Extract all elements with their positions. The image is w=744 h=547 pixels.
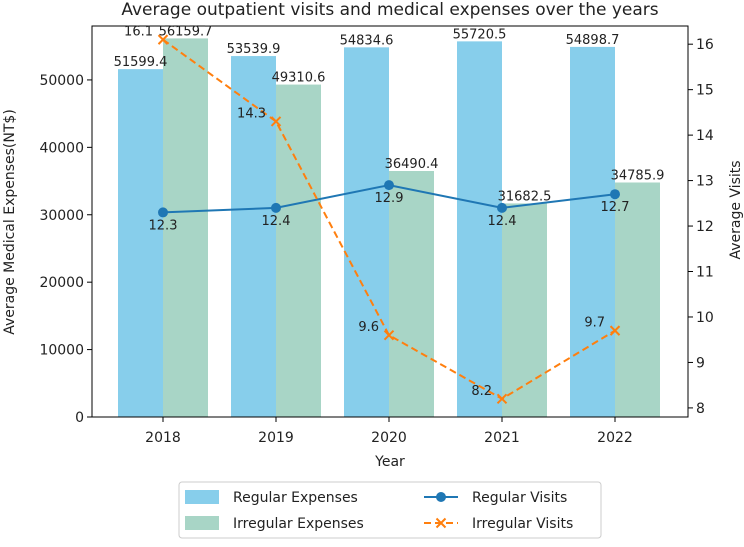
line-label-irregular-2018: 16.1 <box>124 25 153 40</box>
bar-regular-expenses-2021 <box>457 41 502 417</box>
line-label-regular-2018: 12.3 <box>149 218 178 233</box>
line-label-regular-2021: 12.4 <box>488 214 517 229</box>
bar-label-regular-2022: 54898.7 <box>566 33 620 48</box>
legend-regular-visits-marker <box>436 492 446 502</box>
bar-regular-expenses-2019 <box>231 56 276 417</box>
y-left-tick-label-50000: 50000 <box>39 73 84 89</box>
y-left-tick-label-20000: 20000 <box>39 275 84 291</box>
y-right-tick-label-11: 11 <box>696 265 714 281</box>
y-right-tick-label-13: 13 <box>696 174 714 190</box>
x-axis-label: Year <box>374 454 405 470</box>
point-irregular-visits-2018 <box>157 34 169 45</box>
bar-irregular-expenses-2022 <box>615 182 660 417</box>
plot-frame <box>91 25 689 418</box>
y-right-tick-label-8: 8 <box>696 401 705 417</box>
x-tick-label-2020: 2020 <box>371 430 407 446</box>
legend-irregular-expenses-label: Irregular Expenses <box>233 516 364 532</box>
legend-regular-visits-label: Regular Visits <box>472 490 567 506</box>
bar-label-regular-2021: 55720.5 <box>453 27 507 42</box>
bar-irregular-expenses-2019 <box>276 84 321 417</box>
line-label-irregular-2019: 14.3 <box>237 106 266 121</box>
legend: Regular Expenses Irregular Expenses Regula… <box>178 481 602 539</box>
y-left-tick-label-40000: 40000 <box>39 140 84 156</box>
bar-irregular-expenses-2020 <box>389 171 434 417</box>
point-irregular-visits-2022 <box>609 325 621 336</box>
y-right-tick-label-14: 14 <box>696 128 714 144</box>
bar-label-irregular-2021: 31682.5 <box>498 189 552 204</box>
data-labels-layer: 51599.4 53539.9 54834.6 55720.5 54898.7 56159… <box>114 24 665 398</box>
x-tick-label-2021: 2021 <box>484 430 520 446</box>
line-label-irregular-2020: 9.6 <box>358 320 379 335</box>
bar-irregular-expenses-2021 <box>502 203 547 417</box>
line-label-irregular-2021: 8.2 <box>471 384 492 399</box>
lines-layer <box>157 34 621 405</box>
y-right-tick-label-15: 15 <box>696 83 714 99</box>
bars-layer <box>118 38 660 418</box>
point-irregular-visits-2019 <box>270 116 282 127</box>
bar-label-irregular-2018: 56159.7 <box>159 24 213 39</box>
point-regular-visits-2020 <box>384 180 394 191</box>
bar-label-irregular-2019: 49310.6 <box>272 71 326 86</box>
bar-label-irregular-2022: 34785.9 <box>611 168 665 183</box>
legend-regular-expenses-label: Regular Expenses <box>233 490 358 506</box>
bar-label-regular-2020: 54834.6 <box>340 33 394 48</box>
legend-irregular-visits-marker <box>435 517 447 529</box>
bar-label-regular-2018: 51599.4 <box>114 55 168 70</box>
x-tick-label-2022: 2022 <box>597 430 633 446</box>
axes-layer: 2018 2019 2020 2021 2022 0 10000 20000 30000 4000… <box>39 37 713 446</box>
line-label-regular-2020: 12.9 <box>375 191 404 206</box>
point-regular-visits-2018 <box>158 207 168 218</box>
y-axis-right-label: Average Visits <box>728 160 744 259</box>
legend-irregular-visits-label: Irregular Visits <box>472 516 573 532</box>
line-label-regular-2019: 12.4 <box>262 214 291 229</box>
point-irregular-visits-2020 <box>383 329 395 341</box>
line-label-irregular-2022: 9.7 <box>584 316 605 331</box>
y-right-tick-label-9: 9 <box>696 355 705 371</box>
bar-regular-expenses-2020 <box>344 47 389 417</box>
y-right-tick-label-16: 16 <box>696 37 714 53</box>
point-irregular-visits-2021 <box>496 393 508 405</box>
bar-label-regular-2019: 53539.9 <box>227 42 281 57</box>
y-right-tick-label-12: 12 <box>696 219 714 235</box>
bar-irregular-expenses-2018 <box>163 38 208 417</box>
legend-irregular-expenses-swatch <box>185 516 219 530</box>
point-regular-visits-2019 <box>271 202 281 213</box>
line-irregular-visits <box>162 38 616 400</box>
y-left-tick-label-0: 0 <box>75 410 84 426</box>
bar-regular-expenses-2022 <box>570 46 615 417</box>
point-regular-visits-2022 <box>610 189 620 200</box>
x-tick-label-2018: 2018 <box>145 430 181 446</box>
y-right-tick-label-10: 10 <box>696 310 714 326</box>
bar-regular-expenses-2018 <box>118 69 163 418</box>
chart-title: Average outpatient visits and medical ex… <box>121 0 658 20</box>
legend-regular-expenses-swatch <box>185 490 219 504</box>
point-regular-visits-2021 <box>497 202 507 213</box>
bar-label-irregular-2020: 36490.4 <box>385 157 439 172</box>
x-tick-label-2019: 2019 <box>258 430 294 446</box>
y-axis-left-label: Average Medical Expenses(NT$) <box>2 109 18 335</box>
line-label-regular-2022: 12.7 <box>601 200 630 215</box>
y-left-tick-label-30000: 30000 <box>39 208 84 224</box>
legend-frame <box>178 481 602 539</box>
y-left-tick-label-10000: 10000 <box>39 343 84 359</box>
